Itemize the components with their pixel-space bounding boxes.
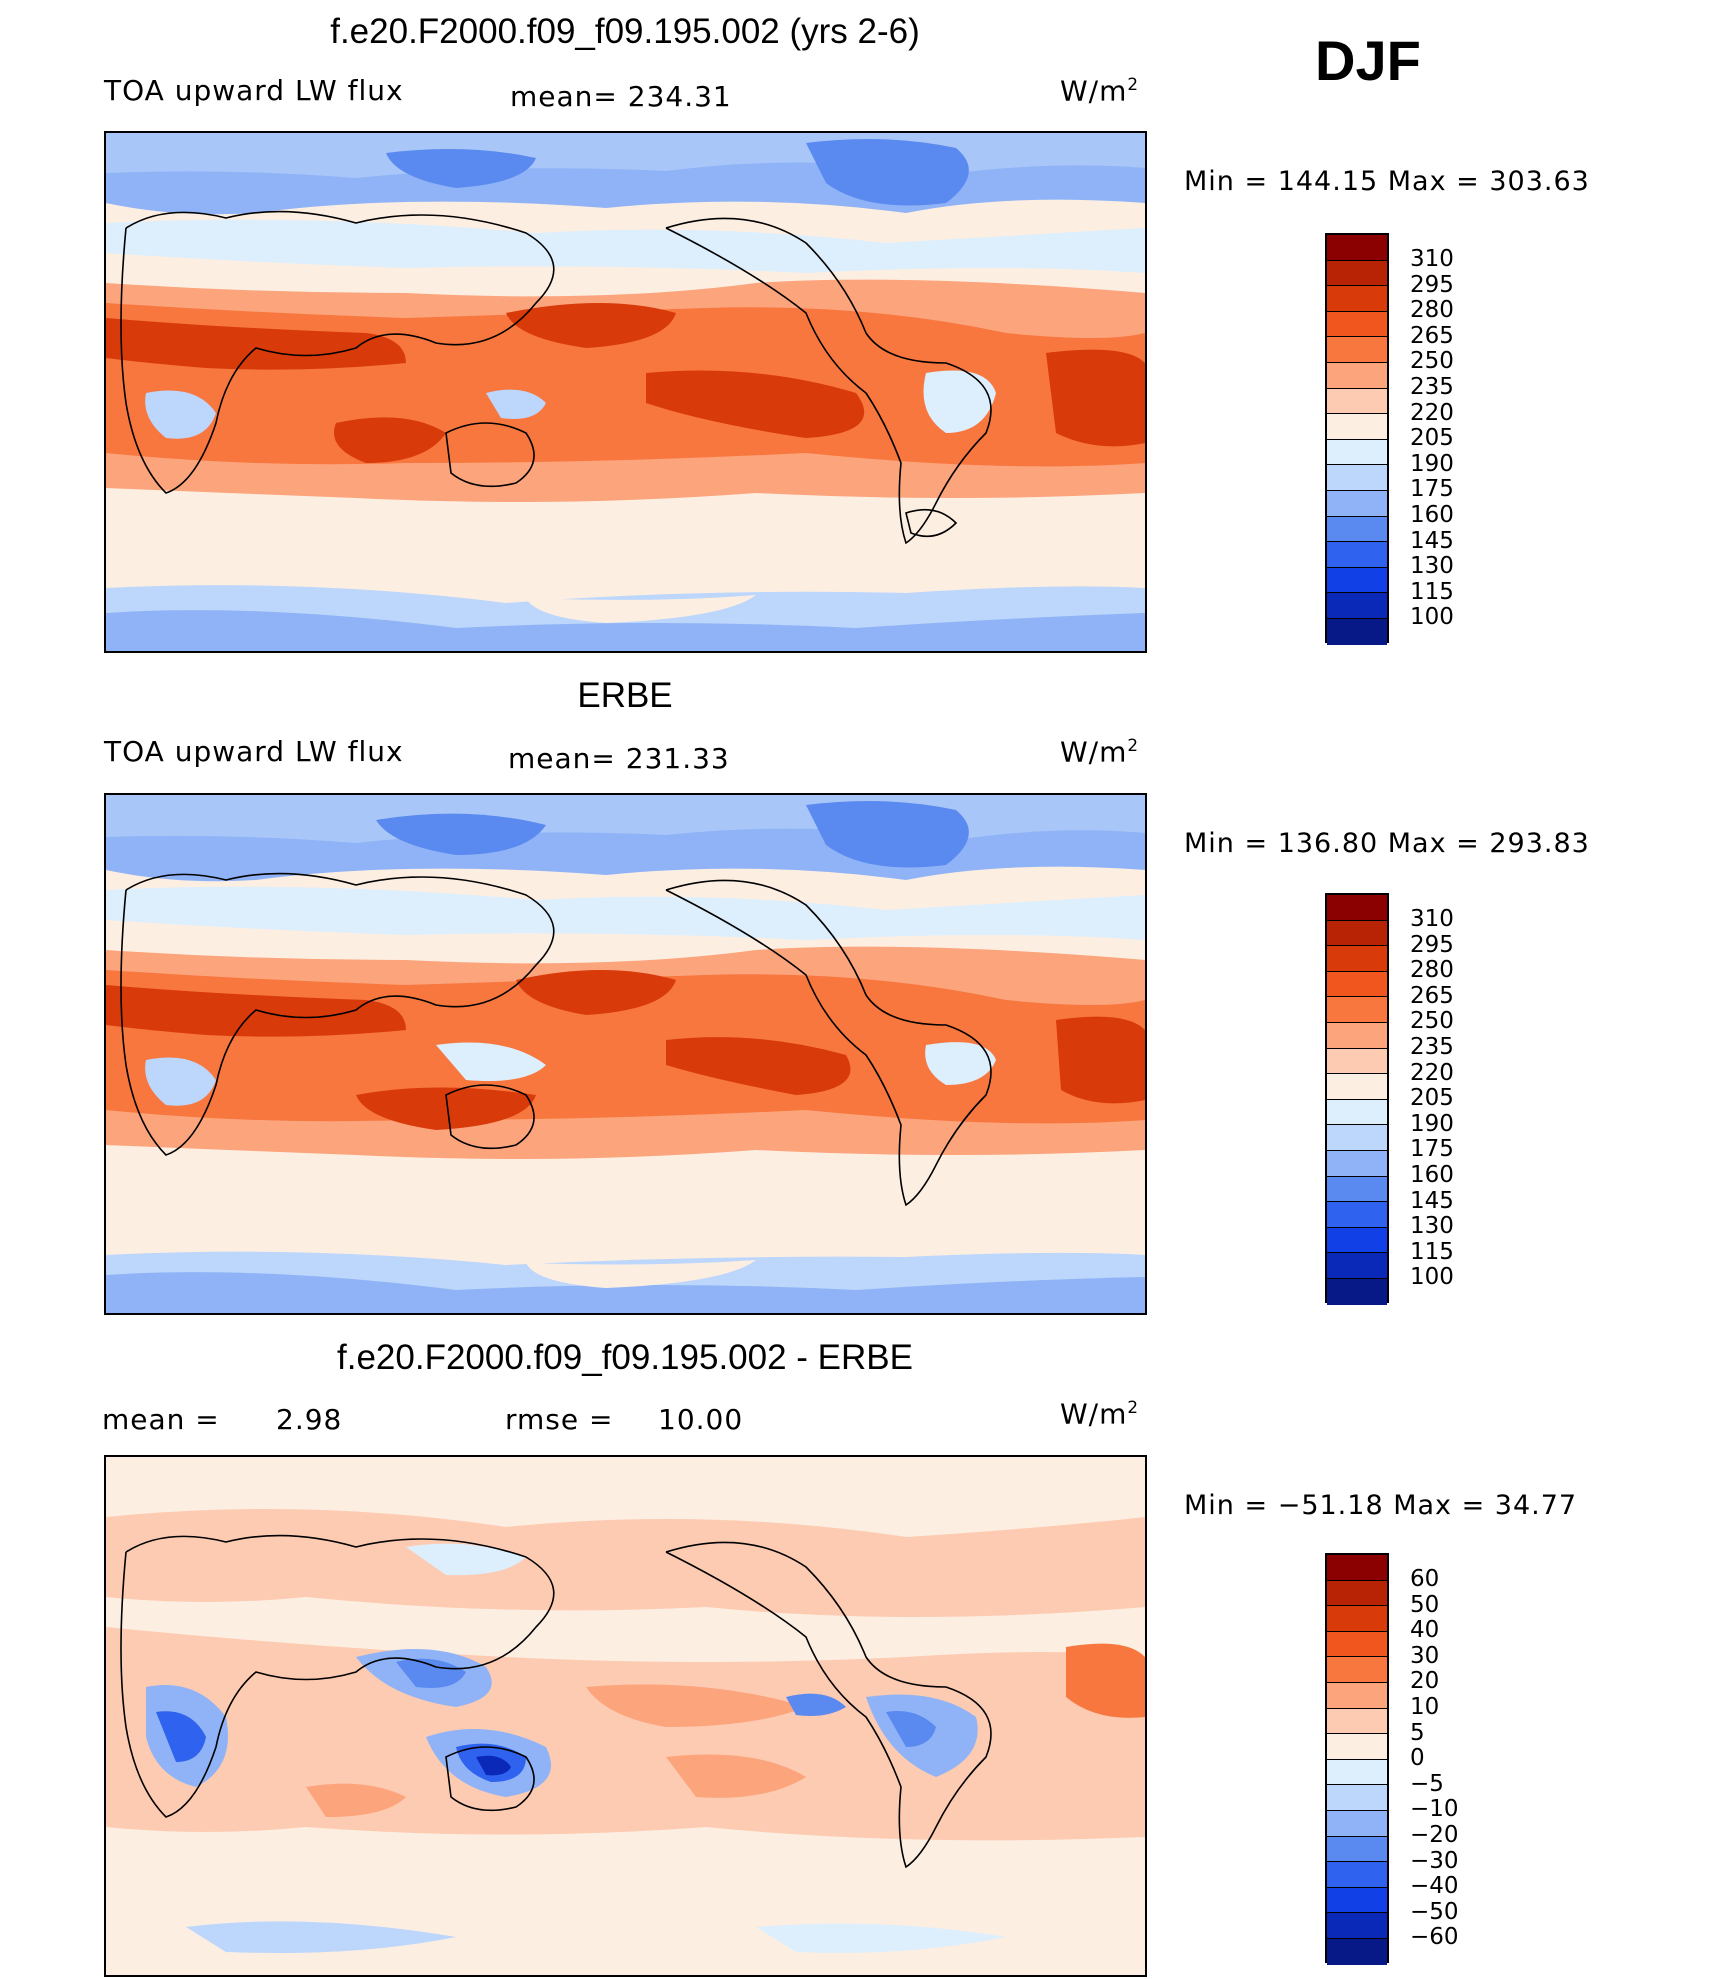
cbar-tick: 145: [1410, 1188, 1454, 1214]
cbar-tick: 115: [1410, 579, 1454, 605]
cbar-tick: 280: [1410, 297, 1454, 323]
panel3-rmse-label: rmse =: [505, 1403, 614, 1436]
panel3-minmax: Min = −51.18 Max = 34.77: [1184, 1490, 1578, 1521]
panel2-map-svg: [106, 795, 1145, 1313]
panel2-title: ERBE: [577, 676, 673, 715]
cbar-tick: 295: [1410, 932, 1454, 958]
cbar-tick: −30: [1410, 1848, 1459, 1874]
cbar-tick: 250: [1410, 1008, 1454, 1034]
panel2-mean-label: mean= 231.33: [508, 742, 730, 775]
panel2-units-label: W/m2: [1060, 735, 1140, 769]
cbar-tick: 250: [1410, 348, 1454, 374]
cbar-tick: 30: [1410, 1643, 1440, 1669]
panel2-map: [104, 793, 1147, 1315]
cbar-tick: 50: [1410, 1592, 1440, 1618]
panel3-map: [104, 1455, 1147, 1977]
cbar-tick: 235: [1410, 1034, 1454, 1060]
cbar-tick: 235: [1410, 374, 1454, 400]
panel2-colorbar: [1325, 893, 1389, 1305]
panel3-mean-label: mean =: [102, 1403, 220, 1436]
panel1-units-label: W/m2: [1060, 74, 1140, 108]
cbar-tick: 0: [1410, 1745, 1425, 1771]
cbar-tick: 175: [1410, 1136, 1454, 1162]
cbar-tick: 265: [1410, 983, 1454, 1009]
panel2-variable-label: TOA upward LW flux: [104, 735, 404, 768]
cbar-tick: −40: [1410, 1873, 1459, 1899]
cbar-tick: 60: [1410, 1566, 1440, 1592]
cbar-tick: 190: [1410, 451, 1454, 477]
cbar-tick: −5: [1410, 1771, 1444, 1797]
panel3-map-svg: [106, 1457, 1145, 1975]
panel1-map: [104, 131, 1147, 653]
cbar-tick: 220: [1410, 1060, 1454, 1086]
panel1-mean-label: mean= 234.31: [510, 80, 732, 113]
panel3-colorbar: [1325, 1553, 1389, 1965]
panel3-units-label: W/m2: [1060, 1397, 1140, 1431]
panel1-map-svg: [106, 133, 1145, 651]
cbar-tick: 130: [1410, 553, 1454, 579]
panel2-minmax: Min = 136.80 Max = 293.83: [1184, 828, 1590, 859]
cbar-tick: 205: [1410, 425, 1454, 451]
cbar-tick: 265: [1410, 323, 1454, 349]
cbar-tick: 160: [1410, 502, 1454, 528]
cbar-tick: −60: [1410, 1924, 1459, 1950]
season-label: DJF: [1315, 29, 1421, 92]
cbar-tick: 310: [1410, 906, 1454, 932]
cbar-tick: 115: [1410, 1239, 1454, 1265]
cbar-tick: −20: [1410, 1822, 1459, 1848]
cbar-tick: 5: [1410, 1720, 1425, 1746]
cbar-tick: −10: [1410, 1796, 1459, 1822]
panel3-mean-value: 2.98: [276, 1403, 343, 1436]
cbar-tick: 145: [1410, 528, 1454, 554]
panel1-variable-label: TOA upward LW flux: [104, 74, 404, 107]
cbar-tick: 205: [1410, 1085, 1454, 1111]
cbar-tick: 100: [1410, 1264, 1454, 1290]
panel3-rmse-value: 10.00: [658, 1403, 744, 1436]
cbar-tick: 100: [1410, 604, 1454, 630]
panel1-minmax: Min = 144.15 Max = 303.63: [1184, 166, 1590, 197]
cbar-tick: 190: [1410, 1111, 1454, 1137]
cbar-tick: 310: [1410, 246, 1454, 272]
cbar-tick: 40: [1410, 1617, 1440, 1643]
cbar-tick: 220: [1410, 400, 1454, 426]
cbar-tick: 130: [1410, 1213, 1454, 1239]
cbar-tick: 280: [1410, 957, 1454, 983]
cbar-tick: −50: [1410, 1899, 1459, 1925]
cbar-tick: 10: [1410, 1694, 1440, 1720]
panel1-title: f.e20.F2000.f09_f09.195.002 (yrs 2-6): [330, 12, 920, 51]
panel1-colorbar: [1325, 233, 1389, 645]
panel3-title: f.e20.F2000.f09_f09.195.002 - ERBE: [337, 1338, 913, 1377]
cbar-tick: 175: [1410, 476, 1454, 502]
cbar-tick: 20: [1410, 1668, 1440, 1694]
cbar-tick: 295: [1410, 272, 1454, 298]
cbar-tick: 160: [1410, 1162, 1454, 1188]
